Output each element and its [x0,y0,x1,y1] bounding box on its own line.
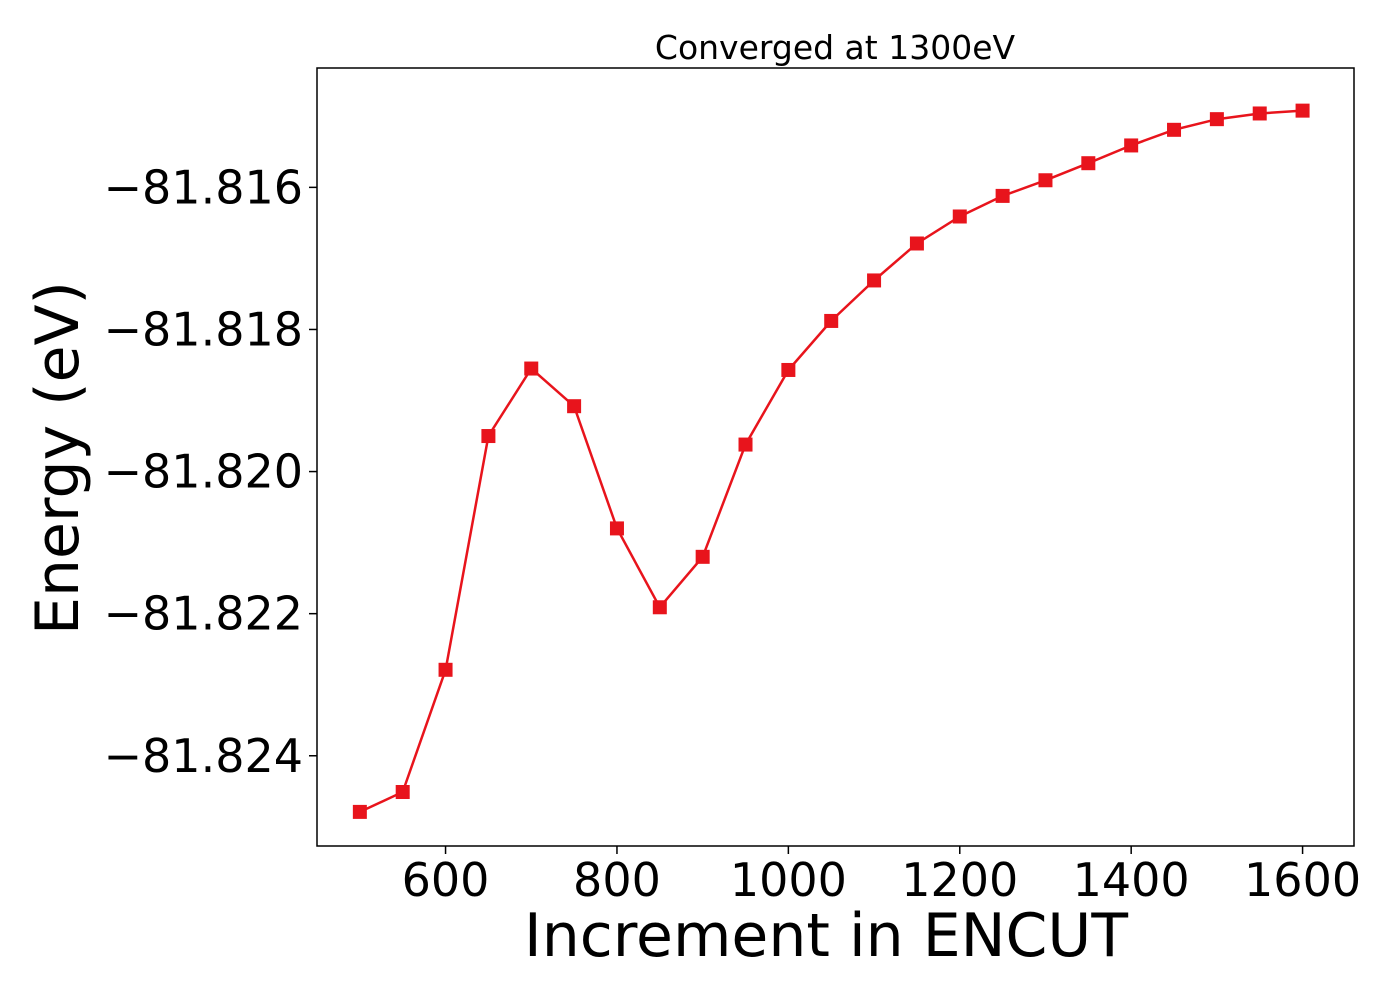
series-line [359,109,1303,814]
data-point [824,313,839,328]
y-tick-label: −81.816 [104,160,304,214]
x-tick-label: 800 [573,853,661,907]
y-tick-label: −81.820 [104,445,304,499]
data-point [352,804,367,819]
data-point [995,188,1010,203]
x-axis-label: Increment in ENCUT [524,901,1128,971]
data-point [1295,103,1310,118]
x-tick-label: 1600 [1244,853,1361,907]
data-point [1167,122,1182,137]
data-point [652,600,667,615]
data-point [1038,173,1053,188]
data-point [909,236,924,251]
data-point [481,429,496,444]
data-markers [352,103,1310,819]
data-point [1252,106,1267,121]
data-point [395,785,410,800]
y-tick-label: −81.818 [104,302,304,356]
x-axis: 600 800 1000 1200 1400 1600 [402,846,1361,907]
y-tick-label: −81.822 [104,587,304,641]
x-tick-label: 1400 [1073,853,1190,907]
data-point [952,209,967,224]
chart-title: Converged at 1300eV [655,28,1016,67]
data-point [567,399,582,414]
data-point [781,362,796,377]
x-tick-label: 600 [402,853,490,907]
y-axis: −81.816 −81.818 −81.820 −81.822 −81.824 [104,160,317,783]
data-point [867,273,882,288]
data-point [1081,156,1096,171]
y-tick-label: −81.824 [104,729,304,783]
plot-frame [316,67,1355,847]
x-tick-label: 1000 [730,853,847,907]
data-point [524,361,539,376]
data-point [1209,112,1224,127]
data-point [438,662,453,677]
data-point [695,549,710,564]
data-point [1124,138,1139,153]
data-point [738,437,753,452]
x-tick-label: 1200 [901,853,1018,907]
y-axis-label: Energy (eV) [23,281,93,635]
data-point [609,521,624,536]
